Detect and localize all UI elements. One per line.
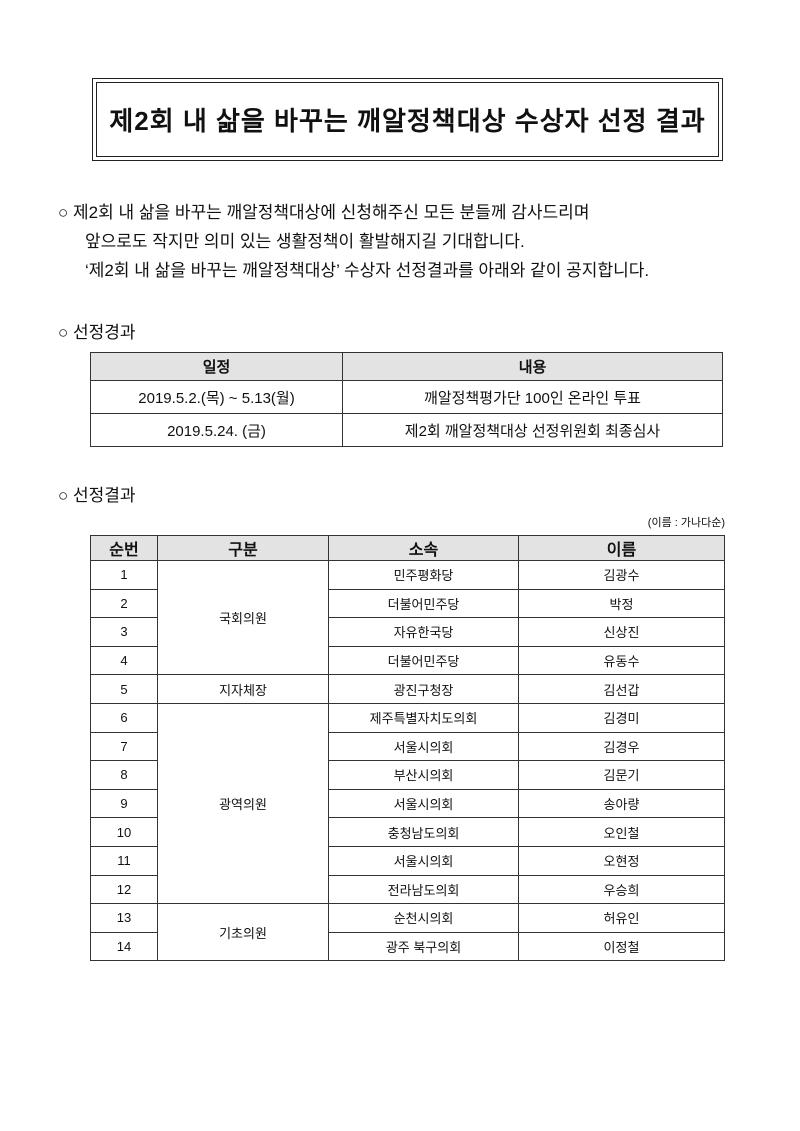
table-row: 14 광주 북구의회 이정철: [90, 931, 725, 962]
header-content: 내용: [342, 352, 723, 381]
affiliation-cell: 서울시의회: [328, 845, 519, 876]
number-cell: 13: [90, 903, 158, 933]
intro-line-1: ○ 제2회 내 삶을 바꾸는 깨알정책대상에 신청해주신 모든 분들께 감사드리…: [58, 198, 649, 227]
number-cell: 1: [90, 560, 158, 590]
bullet-icon: ○: [58, 203, 69, 222]
name-cell: 김경우: [518, 731, 725, 762]
affiliation-cell: 민주평화당: [328, 560, 519, 590]
name-cell: 김경미: [518, 702, 725, 733]
process-heading: ○ 선정경과: [58, 323, 136, 342]
number-cell: 10: [90, 817, 158, 847]
results-heading: ○ 선정결과: [58, 486, 136, 505]
number-cell: 3: [90, 617, 158, 647]
category-cell: 국회의원: [157, 559, 329, 676]
number-cell: 12: [90, 874, 158, 905]
name-cell: 신상진: [518, 617, 725, 647]
table-row: 12 전라남도의회 우승희: [90, 874, 725, 905]
table-row: 13 기초의원 순천시의회 허유인: [90, 903, 725, 962]
number-cell: 7: [90, 731, 158, 762]
content-cell: 깨알정책평가단 100인 온라인 투표: [342, 380, 723, 414]
sort-note: (이름 : 가나다순): [647, 517, 725, 529]
table-row: 3 자유한국당 신상진: [90, 617, 725, 647]
affiliation-cell: 서울시의회: [328, 788, 519, 819]
number-cell: 4: [90, 645, 158, 676]
name-cell: 오현정: [518, 845, 725, 876]
header-category: 구분: [157, 535, 329, 561]
number-cell: 8: [90, 760, 158, 790]
intro-paragraph: ○ 제2회 내 삶을 바꾸는 깨알정책대상에 신청해주신 모든 분들께 감사드리…: [58, 198, 649, 285]
table-row: 10 충청남도의회 오인철: [90, 817, 725, 847]
name-cell: 김광수: [518, 560, 725, 590]
affiliation-cell: 더불어민주당: [328, 588, 519, 619]
name-cell: 유동수: [518, 645, 725, 676]
header-number: 순번: [90, 535, 158, 561]
table-row: 2019.5.2.(목) ~ 5.13(월) 깨알정책평가단 100인 온라인 …: [90, 380, 723, 414]
content-cell: 제2회 깨알정책대상 선정위원회 최종심사: [342, 413, 723, 447]
number-cell: 14: [90, 931, 158, 962]
affiliation-cell: 충청남도의회: [328, 817, 519, 847]
schedule-cell: 2019.5.24. (금): [90, 413, 343, 447]
category-cell: 지자체장: [157, 674, 329, 704]
name-cell: 우승희: [518, 874, 725, 905]
table-row: 2019.5.24. (금) 제2회 깨알정책대상 선정위원회 최종심사: [90, 413, 723, 447]
affiliation-cell: 제주특별자치도의회: [328, 702, 519, 733]
affiliation-cell: 서울시의회: [328, 731, 519, 762]
header-schedule: 일정: [90, 352, 343, 381]
affiliation-cell: 광주 북구의회: [328, 931, 519, 962]
category-cell: 기초의원: [157, 903, 329, 962]
number-cell: 9: [90, 788, 158, 819]
header-name: 이름: [518, 535, 725, 561]
table-row: 2 더불어민주당 박정: [90, 588, 725, 619]
number-cell: 11: [90, 845, 158, 876]
table-row: 11 서울시의회 오현정: [90, 845, 725, 876]
name-cell: 김문기: [518, 760, 725, 790]
table-header-row: 일정 내용: [90, 352, 723, 381]
name-cell: 오인철: [518, 817, 725, 847]
table-row: 7 서울시의회 김경우: [90, 731, 725, 762]
table-row: 1 국회의원 민주평화당 김광수: [90, 559, 725, 676]
affiliation-cell: 전라남도의회: [328, 874, 519, 905]
table-row: 6 광역의원 제주특별자치도의회 김경미: [90, 702, 725, 905]
name-cell: 이정철: [518, 931, 725, 962]
process-table: 일정 내용 2019.5.2.(목) ~ 5.13(월) 깨알정책평가단 100…: [90, 352, 723, 447]
affiliation-cell: 부산시의회: [328, 760, 519, 790]
name-cell: 김선갑: [518, 674, 725, 704]
category-cell: 광역의원: [157, 702, 329, 905]
table-row: 8 부산시의회 김문기: [90, 760, 725, 790]
affiliation-cell: 광진구청장: [328, 674, 519, 704]
header-affiliation: 소속: [328, 535, 519, 561]
intro-line-2: 앞으로도 작지만 의미 있는 생활정책이 활발해지길 기대합니다.: [85, 232, 525, 251]
name-cell: 허유인: [518, 903, 725, 933]
table-row: 5 지자체장 광진구청장 김선갑: [90, 674, 725, 704]
name-cell: 송아량: [518, 788, 725, 819]
results-table: 순번 구분 소속 이름 1 국회의원 민주평화당 김광수 2 더불어민주당 박정 3 자유한국당…: [90, 535, 725, 962]
intro-text: 제2회 내 삶을 바꾸는 깨알정책대상에 신청해주신 모든 분들께 감사드리며: [73, 203, 590, 222]
affiliation-cell: 순천시의회: [328, 903, 519, 933]
name-cell: 박정: [518, 588, 725, 619]
page-title: 제2회 내 삶을 바꾸는 깨알정책대상 수상자 선정 결과: [96, 82, 719, 157]
number-cell: 5: [90, 674, 158, 704]
affiliation-cell: 자유한국당: [328, 617, 519, 647]
table-header-row: 순번 구분 소속 이름: [90, 535, 725, 561]
intro-line-3: ‘제2회 내 삶을 바꾸는 깨알정책대상’ 수상자 선정결과를 아래와 같이 공…: [85, 261, 650, 280]
affiliation-cell: 더불어민주당: [328, 645, 519, 676]
number-cell: 2: [90, 588, 158, 619]
schedule-cell: 2019.5.2.(목) ~ 5.13(월): [90, 380, 343, 414]
number-cell: 6: [90, 702, 158, 733]
title-box: 제2회 내 삶을 바꾸는 깨알정책대상 수상자 선정 결과: [92, 78, 723, 161]
